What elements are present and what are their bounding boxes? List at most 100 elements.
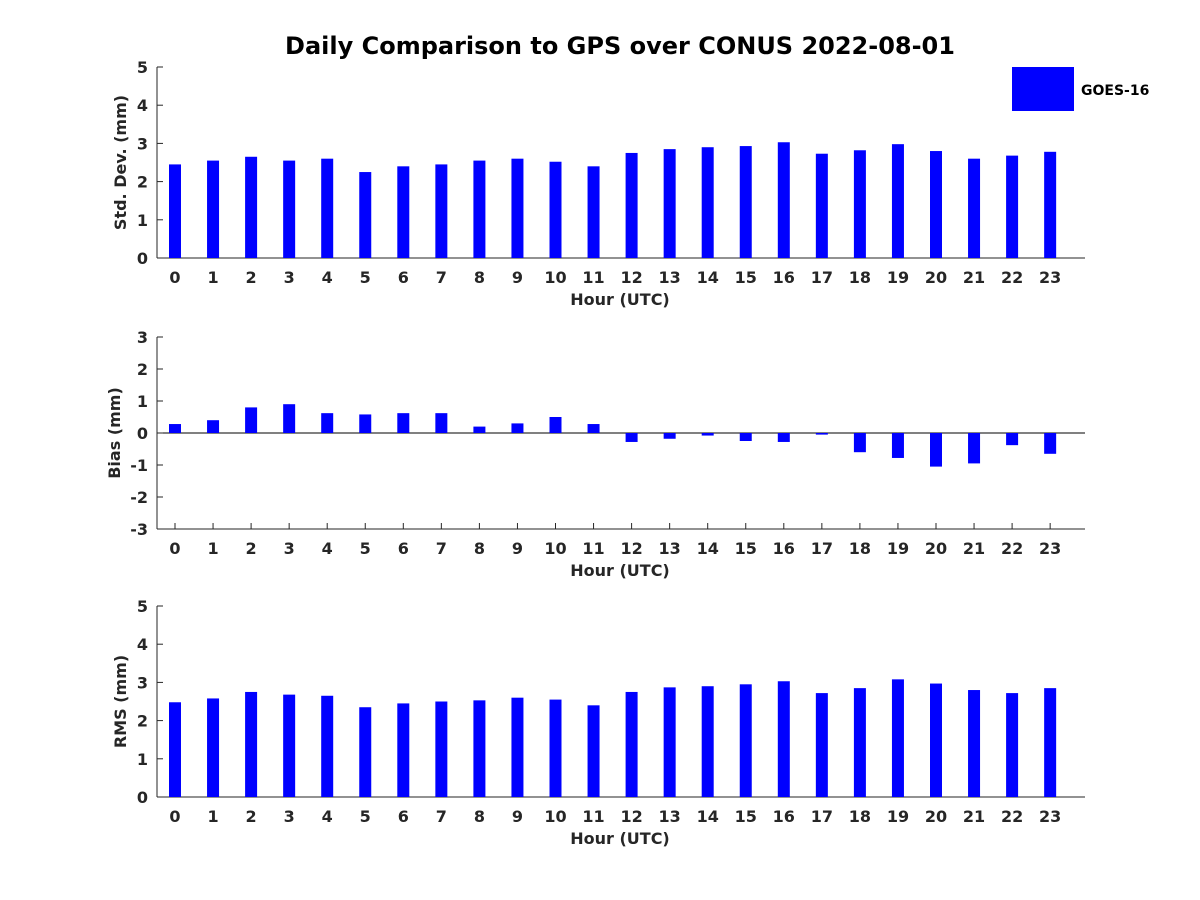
std-dev-x-tick-label: 5 [360, 268, 371, 287]
bias-bar [853, 433, 866, 453]
bias-x-tick-label: 17 [811, 539, 833, 558]
bias-x-tick-label: 18 [849, 539, 871, 558]
std-dev-x-tick-label: 7 [436, 268, 447, 287]
rms-bar [321, 695, 334, 797]
rms-y-tick-label: 3 [137, 673, 148, 692]
std-dev-x-tick-label: 12 [620, 268, 642, 287]
std-dev-bar [473, 160, 486, 258]
bias-x-tick-label: 8 [474, 539, 485, 558]
bias-x-tick-label: 6 [398, 539, 409, 558]
bias-x-tick-label: 2 [246, 539, 257, 558]
rms-x-tick-label: 14 [697, 807, 719, 826]
std-dev-x-tick-label: 9 [512, 268, 523, 287]
rms-x-tick-label: 11 [582, 807, 604, 826]
std-dev-bar [1044, 151, 1057, 258]
rms-x-tick-label: 19 [887, 807, 909, 826]
std-dev-x-tick-label: 6 [398, 268, 409, 287]
bias-y-tick-label: -2 [130, 488, 148, 507]
std-dev-x-tick-label: 18 [849, 268, 871, 287]
rms-y-axis-label: RMS (mm) [111, 655, 130, 748]
std-dev-y-tick-label: 3 [137, 134, 148, 153]
bias-x-tick-label: 1 [207, 539, 218, 558]
std-dev-bar [321, 158, 334, 258]
rms-bar [1006, 693, 1019, 797]
bias-x-tick-label: 20 [925, 539, 947, 558]
bias-bar [701, 433, 714, 436]
rms-bar [207, 698, 220, 797]
std-dev-x-tick-label: 22 [1001, 268, 1023, 287]
bias-x-tick-label: 19 [887, 539, 909, 558]
std-dev-bar [930, 151, 942, 258]
bias-x-tick-label: 23 [1039, 539, 1061, 558]
std-dev-x-tick-label: 17 [811, 268, 833, 287]
rms-x-tick-label: 1 [207, 807, 218, 826]
std-dev-bar [891, 144, 904, 258]
std-dev-bar [968, 158, 981, 258]
std-dev-bar [815, 153, 828, 258]
std-dev-bar [207, 160, 220, 258]
rms-y-tick-label: 2 [137, 712, 148, 731]
std-dev-x-axis-label: Hour (UTC) [570, 290, 670, 309]
legend: GOES-16 [1012, 67, 1149, 111]
bias-bar [930, 433, 942, 467]
rms-y-tick-label: 4 [137, 635, 148, 654]
bias-bar [891, 433, 904, 458]
bias-bar [815, 433, 828, 435]
bias-y-tick-label: 0 [137, 424, 148, 443]
std-dev-bar [739, 146, 752, 258]
std-dev-y-tick-label: 4 [137, 96, 148, 115]
rms-x-axis-label: Hour (UTC) [570, 829, 670, 848]
bias-y-tick-label: -1 [130, 456, 148, 475]
bias-bar [549, 417, 562, 433]
std-dev-bar [549, 161, 562, 258]
std-dev-x-tick-label: 16 [773, 268, 795, 287]
std-dev-x-tick-label: 11 [582, 268, 604, 287]
std-dev-x-tick-label: 3 [284, 268, 295, 287]
bias-bar [397, 413, 410, 433]
bias-bar [511, 423, 524, 433]
bias-x-tick-label: 14 [697, 539, 719, 558]
std-dev-y-tick-label: 5 [137, 58, 148, 77]
std-dev-x-tick-label: 0 [169, 268, 180, 287]
rms-x-tick-label: 10 [544, 807, 566, 826]
std-dev-bar [777, 142, 790, 258]
bias-x-tick-label: 22 [1001, 539, 1023, 558]
rms-y-tick-label: 5 [137, 597, 148, 616]
bias-bar [739, 433, 752, 441]
rms-x-tick-label: 22 [1001, 807, 1023, 826]
bias-bar [245, 407, 258, 433]
std-dev-bar [701, 147, 714, 258]
rms-bar [359, 707, 372, 797]
rms-bar [739, 684, 752, 797]
rms-x-tick-label: 13 [659, 807, 681, 826]
figure-title: Daily Comparison to GPS over CONUS 2022-… [285, 32, 955, 60]
bias-x-tick-label: 5 [360, 539, 371, 558]
bias-x-tick-label: 3 [284, 539, 295, 558]
rms-bar [930, 683, 942, 797]
rms-bar [891, 679, 904, 797]
std-dev-bar [397, 166, 410, 258]
bias-bar [587, 424, 600, 433]
rms-bar [511, 697, 524, 797]
bias-y-tick-label: 1 [137, 392, 148, 411]
bias-y-axis-label: Bias (mm) [105, 387, 124, 479]
bias-x-tick-label: 11 [582, 539, 604, 558]
rms-bar [169, 702, 181, 797]
std-dev-x-tick-label: 10 [544, 268, 566, 287]
rms-x-tick-label: 18 [849, 807, 871, 826]
legend-label: GOES-16 [1081, 83, 1149, 99]
std-dev-x-tick-label: 13 [659, 268, 681, 287]
rms-x-tick-label: 23 [1039, 807, 1061, 826]
std-dev-y-tick-label: 0 [137, 249, 148, 268]
rms-bar [397, 703, 410, 797]
bias-bar [473, 426, 486, 433]
rms-x-tick-label: 17 [811, 807, 833, 826]
bias-x-tick-label: 21 [963, 539, 985, 558]
rms-bar [625, 691, 638, 797]
bias-bar [169, 424, 181, 433]
rms-bar [777, 681, 790, 797]
bias-x-tick-label: 7 [436, 539, 447, 558]
bias-bar [207, 420, 220, 433]
std-dev-bar [359, 172, 372, 258]
